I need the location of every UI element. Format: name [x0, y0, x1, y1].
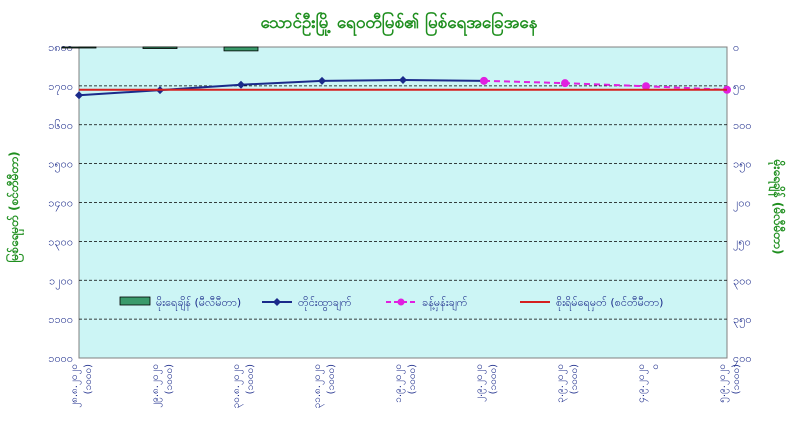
x-tick-date: ၂.၉.၂၀၂၀ — [474, 364, 487, 402]
x-tick-sub: (၁၀၀၀) — [245, 364, 256, 394]
series-1-line — [78, 79, 485, 97]
right-tick-label: ၁၀၀ — [733, 119, 752, 132]
right-tick-label: ၁၅၀ — [733, 158, 752, 173]
series-1-point — [399, 76, 407, 85]
series-1-point — [237, 80, 245, 89]
legend-swatch — [119, 296, 151, 306]
x-tick-sub: ၀ — [650, 364, 661, 370]
right-tick-label: ၂၅၀ — [733, 235, 751, 250]
left-tick-label: ၁၇၀၀ — [48, 80, 73, 95]
legend-label: ခန့်မှန်းချက် — [422, 296, 468, 311]
x-tick-sub: (၁၀၀၀) — [164, 364, 175, 394]
right-tick-label: ၀ — [733, 41, 739, 54]
right-tick-label: ၂၀၀ — [733, 197, 751, 212]
x-tick-sub: (၁၀၀၀) — [83, 364, 94, 394]
x-tick-label: ၅.၉.၂၀၂၀ (၁၀၀၀) — [717, 364, 742, 403]
right-tick-label: ၃၀၀ — [733, 274, 752, 289]
x-tick-sub: (၁၀၀၀) — [326, 364, 337, 394]
left-tick-label: ၁၅၀၀ — [48, 158, 73, 173]
left-tick-label: ၁၄၀၀ — [48, 197, 73, 212]
x-tick-date: ၃.၉.၂၀၂၀ — [555, 364, 568, 403]
x-tick-sub: (၁၀၀၀) — [488, 364, 499, 394]
x-tick-date: ၄.၉.၂၀၂၀ — [636, 364, 649, 403]
rainfall-bar — [142, 46, 178, 49]
x-tick-date: ၅.၉.၂၀၂၀ — [717, 364, 730, 403]
x-tick-label: ၂၈.၈.၂၀၂၀ (၁၀၀၀) — [69, 364, 94, 408]
x-tick-sub: (၁၀၀၀) — [407, 364, 418, 394]
series-2-point — [642, 82, 650, 91]
series-2-point — [480, 76, 488, 85]
x-tick-date: ၃၁.၈.၂၀၂၀ — [312, 364, 325, 408]
right-tick-label: ၅၀ — [733, 80, 745, 95]
series-1-point — [75, 91, 83, 100]
x-tick-date: ၂၉.၈.၂၀၂၀ — [150, 364, 163, 408]
legend-marker — [273, 298, 281, 306]
legend-marker — [397, 298, 405, 306]
left-tick-label: ၁၂၀၀ — [49, 274, 73, 289]
chart-title: သောင်ဦးမြို့ ရေဝတီမြစ်၏ မြစ်ရေအခြေအနေ — [260, 13, 538, 33]
x-tick-label: ၁.၉.၂၀၂၀ (၁၀၀၀) — [393, 364, 418, 403]
right-tick-label: ၄၀၀ — [733, 352, 752, 367]
rainfall-bar — [223, 46, 259, 52]
legend-label: မိုးရေချိန် (မီလီမီတာ) — [156, 296, 241, 311]
right-tick-label: ၃၅၀ — [733, 313, 752, 328]
series-2-line — [483, 79, 728, 91]
x-tick-label: ၂၉.၈.၂၀၂၀ (၁၀၀၀) — [150, 364, 175, 408]
rainfall-bar — [61, 46, 97, 49]
left-tick-label: ၁၁၀၀ — [48, 313, 73, 326]
x-tick-label: ၃၀.၈.၂၀၂၀ (၁၀၀၀) — [231, 364, 256, 408]
legend-label: တိုင်းထွာချက် — [298, 296, 352, 311]
x-tick-label: ၃၁.၈.၂၀၂၀ (၁၀၀၀) — [312, 364, 337, 408]
left-tick-label: ၁၀၀၀ — [48, 352, 73, 365]
left-tick-label: ၁၆၀၀ — [48, 119, 73, 132]
x-tick-date: ၁.၉.၂၀၂၀ — [393, 364, 406, 403]
legend-label: စိုးရိမ်ရေမှတ် (စင်တီမီတာ) — [556, 296, 663, 311]
x-tick-label: ၃.၉.၂၀၂၀ (၁၀၀၀) — [555, 364, 580, 403]
left-tick-label: ၁၃၀၀ — [48, 235, 73, 250]
x-tick-sub: (၁၀၀၀) — [731, 364, 742, 394]
x-tick-date: ၃၀.၈.၂၀၂၀ — [231, 364, 244, 408]
x-tick-date: ၂၈.၈.၂၀၂၀ — [69, 364, 82, 408]
series-2-point — [561, 79, 569, 88]
x-tick-label: ၂.၉.၂၀၂၀ (၁၀၀၀) — [474, 364, 499, 402]
x-tick-sub: (၁၀၀၀) — [569, 364, 580, 394]
left-tick-label: ၁၈၀၀ — [48, 41, 73, 54]
series-1-point — [318, 76, 326, 85]
x-tick-label: ၄.၉.၂၀၂၀၀ — [636, 364, 661, 403]
